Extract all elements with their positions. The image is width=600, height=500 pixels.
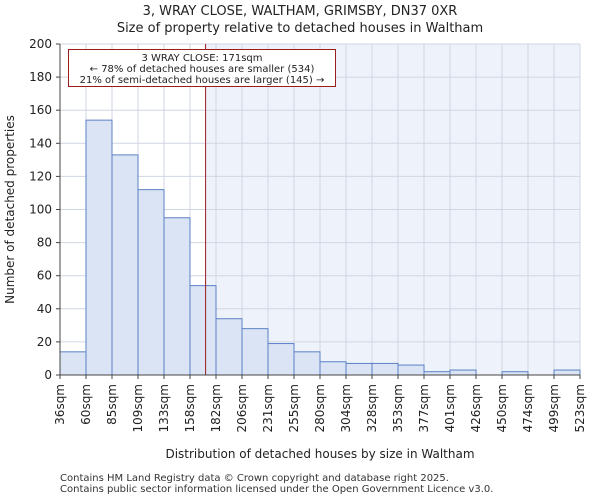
x-tick-labels: 36sqm 60sqm 85sqm 109sqm 133sqm 158sqm 182sqm 2… <box>53 375 587 432</box>
annotation-smaller: ← 78% of detached houses are smaller (53… <box>89 64 315 75</box>
x-tick-label-401sqm: 401sqm <box>443 384 457 432</box>
x-tick-label-280sqm: 280sqm <box>313 384 327 432</box>
x-tick-label-255sqm: 255sqm <box>287 384 301 432</box>
x-tick-label-182sqm: 182sqm <box>209 384 223 432</box>
footer-land-registry: Contains HM Land Registry data © Crown c… <box>60 473 449 484</box>
chart-title-address: 3, WRAY CLOSE, WALTHAM, GRIMSBY, DN37 0X… <box>142 4 458 19</box>
x-tick-label-474sqm: 474sqm <box>521 384 535 432</box>
bar-280sqm <box>319 361 347 376</box>
bar-182sqm <box>215 318 243 376</box>
x-tick-label-231sqm: 231sqm <box>261 384 275 432</box>
y-tick-label-100: 100 <box>29 203 52 217</box>
y-tick-label-80: 80 <box>37 236 52 250</box>
x-tick-label-85sqm: 85sqm <box>105 384 119 425</box>
y-tick-labels: 0 20 40 60 80 100 120 140 160 180 200 <box>29 37 60 382</box>
x-axis-label: Distribution of detached houses by size … <box>165 447 474 461</box>
bar-206sqm <box>241 328 269 376</box>
y-tick-label-160: 160 <box>29 103 52 117</box>
bars-group <box>59 119 581 376</box>
x-tick-label-353sqm: 353sqm <box>391 384 405 432</box>
annotation-larger: 21% of semi-detached houses are larger (… <box>79 75 325 86</box>
bar-499sqm <box>553 369 581 376</box>
bar-133sqm <box>163 217 191 376</box>
x-tick-label-60sqm: 60sqm <box>79 384 93 425</box>
bar-328sqm <box>371 362 399 376</box>
y-tick-label-140: 140 <box>29 136 52 150</box>
x-tick-label-304sqm: 304sqm <box>339 384 353 432</box>
x-tick-label-206sqm: 206sqm <box>235 384 249 432</box>
y-tick-label-60: 60 <box>37 269 52 283</box>
x-tick-label-133sqm: 133sqm <box>157 384 171 432</box>
x-tick-label-426sqm: 426sqm <box>469 384 483 432</box>
bar-60sqm <box>85 119 113 376</box>
x-tick-label-523sqm: 523sqm <box>573 384 587 432</box>
y-tick-label-0: 0 <box>44 368 52 382</box>
x-tick-label-377sqm: 377sqm <box>417 384 431 432</box>
chart-title-subtitle: Size of property relative to detached ho… <box>116 21 484 36</box>
footer-licence: Contains public sector information licen… <box>60 484 494 495</box>
bar-109sqm <box>137 189 165 376</box>
y-tick-label-200: 200 <box>29 37 52 51</box>
x-tick-label-36sqm: 36sqm <box>53 384 67 425</box>
x-tick-label-328sqm: 328sqm <box>365 384 379 432</box>
x-tick-label-499sqm: 499sqm <box>547 384 561 432</box>
bar-36sqm <box>59 351 87 376</box>
x-tick-label-450sqm: 450sqm <box>495 384 509 432</box>
property-annotation-box: 3 WRAY CLOSE: 171sqm ← 78% of detached h… <box>68 49 336 87</box>
bar-304sqm <box>345 362 373 376</box>
bar-231sqm <box>267 343 295 376</box>
y-axis-label: Number of detached properties <box>3 115 17 304</box>
y-tick-label-40: 40 <box>37 302 52 316</box>
bar-85sqm <box>111 154 139 376</box>
bar-401sqm <box>449 369 477 376</box>
bar-255sqm <box>293 351 321 376</box>
y-tick-label-180: 180 <box>29 70 52 84</box>
y-tick-label-120: 120 <box>29 169 52 183</box>
y-tick-label-20: 20 <box>37 335 52 349</box>
bar-158sqm <box>189 285 217 376</box>
annotation-title: 3 WRAY CLOSE: 171sqm <box>141 53 263 64</box>
x-tick-label-109sqm: 109sqm <box>131 384 145 432</box>
bar-353sqm <box>397 364 425 376</box>
x-tick-label-158sqm: 158sqm <box>183 384 197 432</box>
